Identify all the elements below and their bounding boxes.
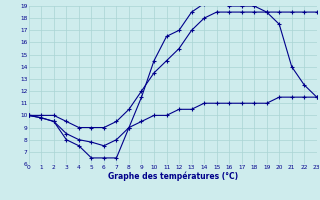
X-axis label: Graphe des températures (°C): Graphe des températures (°C) — [108, 172, 238, 181]
